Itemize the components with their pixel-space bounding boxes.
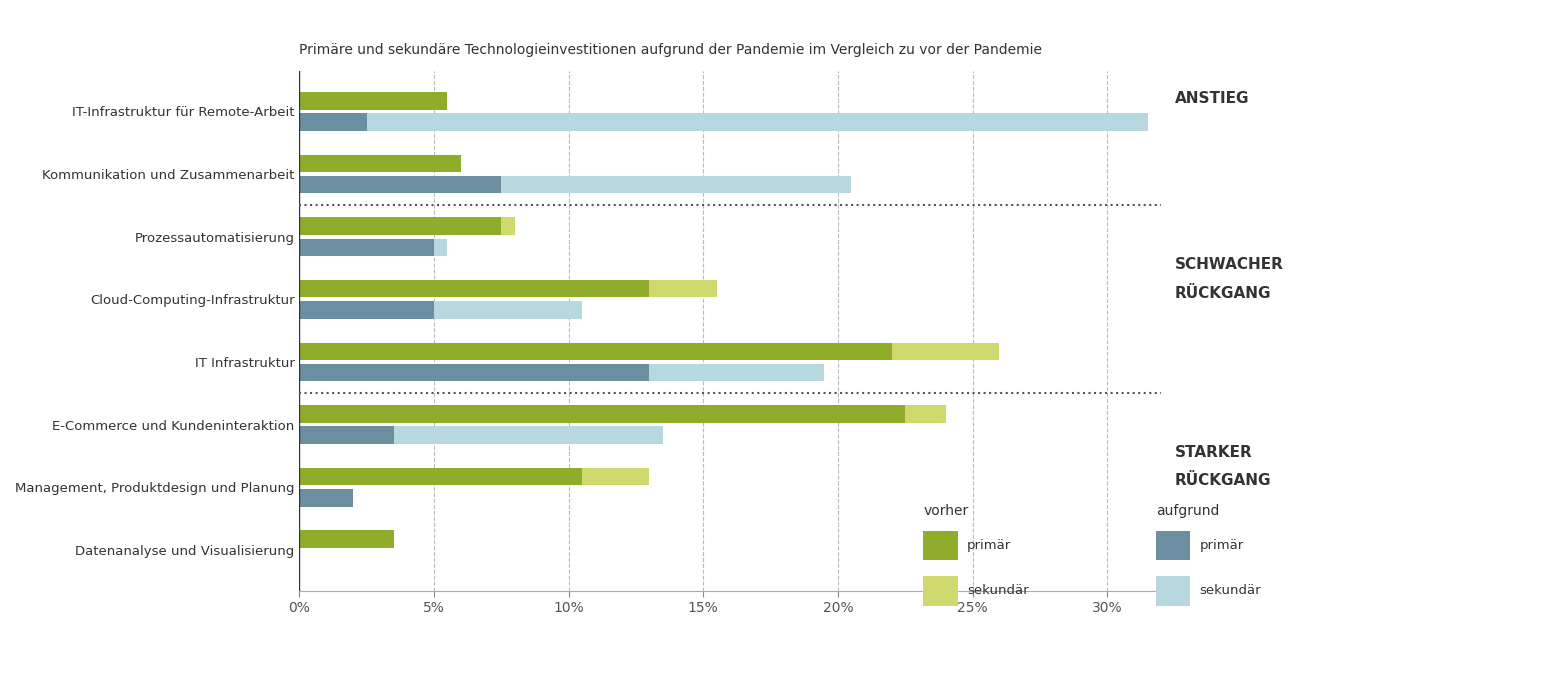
Bar	[300, 155, 461, 172]
Bar	[394, 426, 663, 444]
Text: Primäre und sekundäre Technologieinvestitionen aufgrund der Pandemie im Vergleic: Primäre und sekundäre Technologieinvesti…	[300, 43, 1043, 57]
Text: sekundär: sekundär	[967, 584, 1029, 597]
Text: ANSTIEG: ANSTIEG	[1175, 92, 1249, 106]
Bar	[300, 342, 892, 360]
Text: primär: primär	[1200, 539, 1245, 552]
Bar	[366, 113, 1147, 131]
Bar	[300, 531, 394, 548]
Bar	[649, 280, 717, 298]
Bar	[300, 489, 354, 507]
Text: primär: primär	[967, 539, 1012, 552]
Text: aufgrund: aufgrund	[1156, 504, 1220, 518]
Bar	[892, 342, 999, 360]
Bar	[300, 301, 435, 318]
Bar	[582, 468, 649, 485]
Text: RÜCKGANG: RÜCKGANG	[1175, 473, 1271, 489]
Bar	[300, 92, 447, 109]
Text: RÜCKGANG: RÜCKGANG	[1175, 286, 1271, 300]
Bar	[300, 280, 649, 298]
Text: SCHWACHER: SCHWACHER	[1175, 258, 1284, 272]
Bar	[300, 364, 649, 382]
Bar	[501, 217, 515, 234]
Bar	[300, 405, 905, 423]
Bar	[300, 239, 435, 256]
Bar	[905, 405, 945, 423]
Bar	[300, 217, 501, 234]
Text: vorher: vorher	[923, 504, 968, 518]
Bar	[300, 426, 394, 444]
Bar	[300, 468, 582, 485]
Bar	[435, 239, 447, 256]
Bar	[300, 113, 366, 131]
Bar	[649, 364, 824, 382]
Text: STARKER: STARKER	[1175, 445, 1252, 461]
Bar	[435, 301, 582, 318]
Bar	[501, 176, 852, 193]
Bar	[300, 176, 501, 193]
Text: sekundär: sekundär	[1200, 584, 1262, 597]
